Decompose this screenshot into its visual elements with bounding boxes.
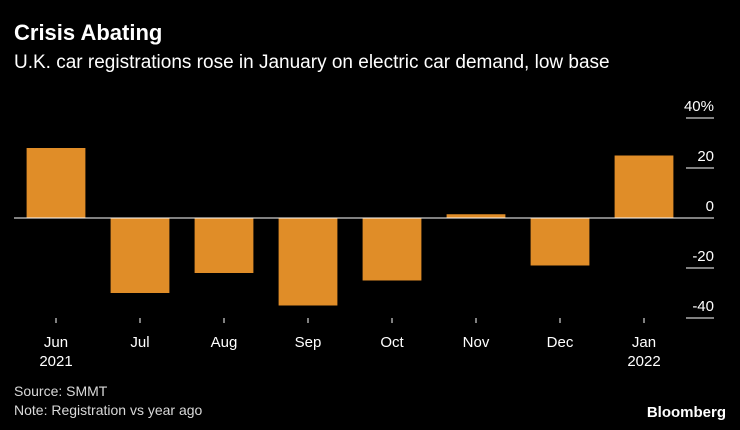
bar-dec <box>530 218 590 266</box>
footnote: Note: Registration vs year ago <box>14 402 203 418</box>
source-note: Source: SMMT <box>14 383 108 399</box>
bar-nov <box>446 214 506 218</box>
bar-jul <box>110 218 170 293</box>
y-tick-label: 40% <box>684 98 714 115</box>
bar-sep <box>278 218 338 306</box>
x-tick-label: Jul <box>130 334 149 351</box>
x-tick-label: Jan <box>632 334 656 351</box>
x-year-label: 2021 <box>39 353 72 370</box>
chart-title: Crisis Abating <box>14 20 163 45</box>
x-tick-label: Nov <box>463 334 490 351</box>
x-tick-label: Jun <box>44 334 68 351</box>
x-tick-label: Sep <box>295 334 322 351</box>
x-axis: Jun 2021 Jul Aug Sep Oct Nov Dec Jan 2022 <box>39 318 661 370</box>
y-tick-label: -20 <box>692 248 714 265</box>
bars-group <box>26 148 674 306</box>
bar-aug <box>194 218 254 273</box>
y-tick-label: 20 <box>697 148 714 165</box>
x-tick-label: Dec <box>547 334 574 351</box>
bar-jun <box>26 148 86 218</box>
y-axis: -40 -20 0 20 40% <box>684 98 714 319</box>
y-tick-label: 0 <box>706 198 714 215</box>
chart-notes: Source: SMMT Note: Registration vs year … <box>14 382 202 420</box>
bar-jan <box>614 155 674 218</box>
x-year-label: 2022 <box>627 353 660 370</box>
chart-subtitle: U.K. car registrations rose in January o… <box>14 52 610 73</box>
y-tick-label: -40 <box>692 298 714 315</box>
x-tick-label: Aug <box>211 334 238 351</box>
bar-oct <box>362 218 422 281</box>
bar-chart: -40 -20 0 20 40% Jun 2021 Jul Aug Sep Oct Nov Dec Ja… <box>14 98 714 370</box>
bloomberg-logo: Bloomberg <box>646 404 726 421</box>
x-tick-label: Oct <box>380 334 404 351</box>
